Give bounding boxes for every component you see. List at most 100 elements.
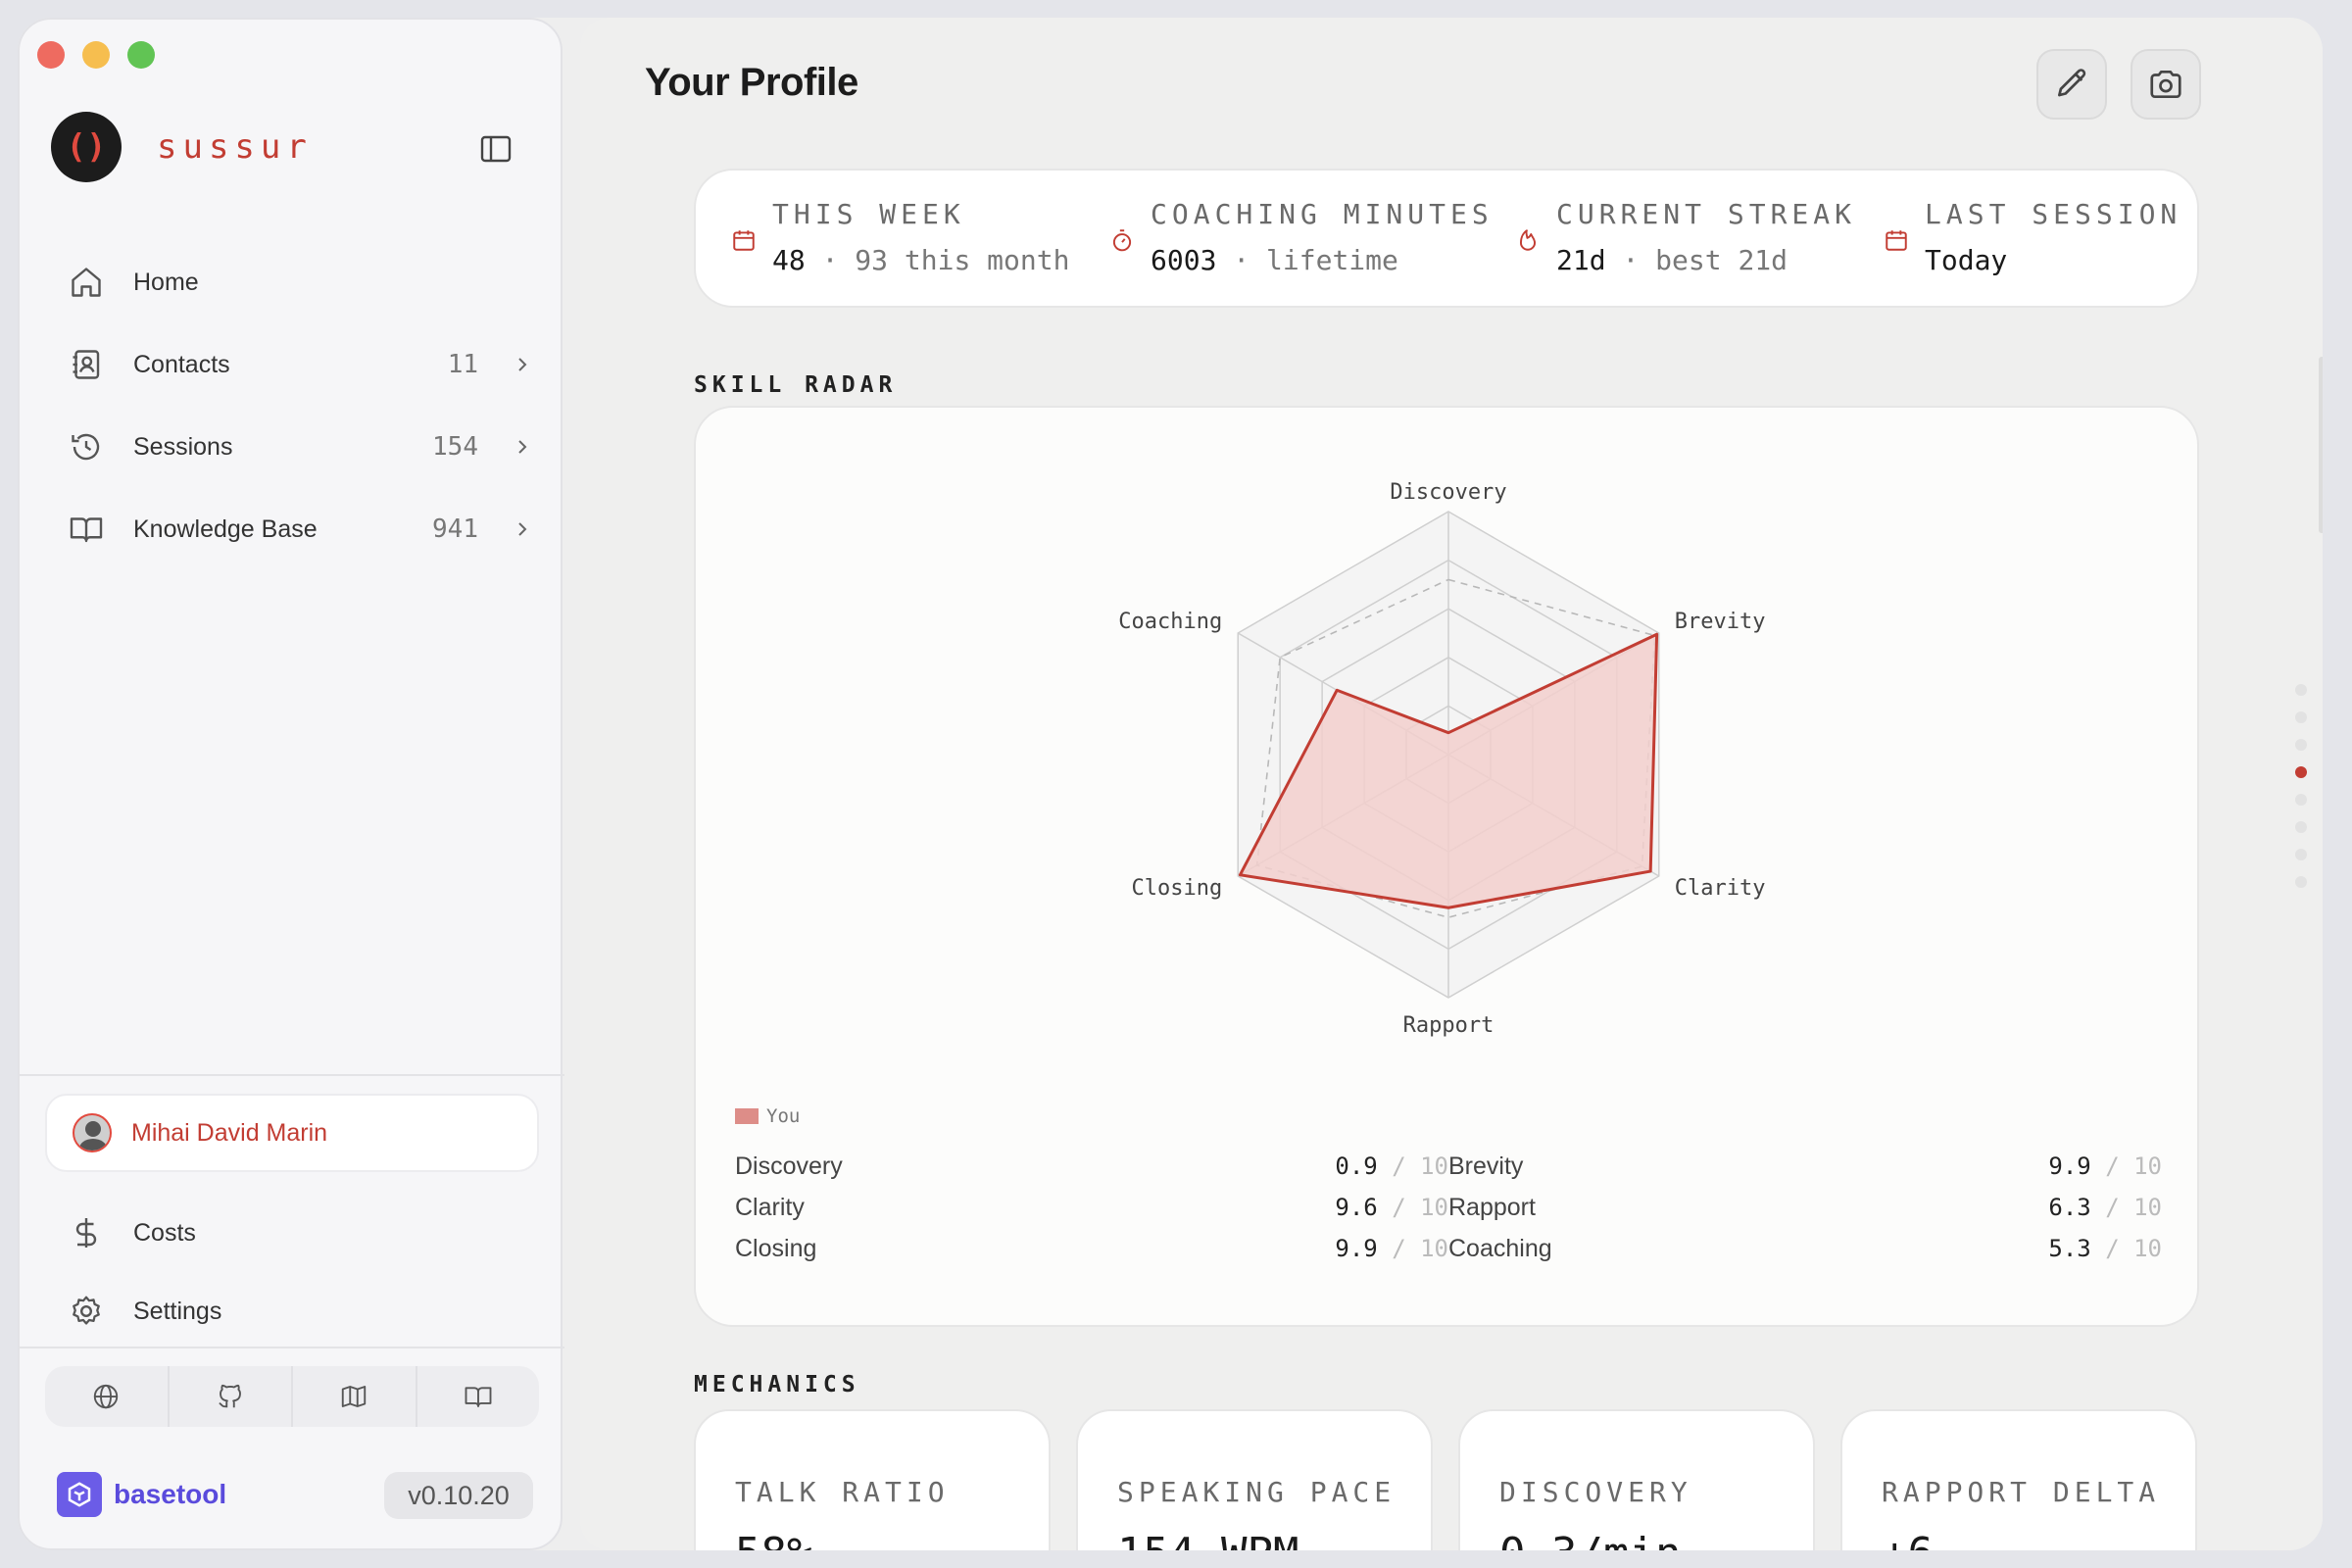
skill-value-denominator: / 10 [2105,1194,2162,1221]
section-dot[interactable] [2295,739,2307,751]
nav-item-knowledge-base[interactable]: Knowledge Base 941 [69,488,539,570]
mechanics-title: MECHANICS [694,1372,860,1397]
brand-name: sussur [157,127,313,167]
edit-profile-button[interactable] [2036,49,2107,120]
scrollbar-thumb[interactable] [2319,357,2323,533]
stat-label: CURRENT STREAK [1556,198,1857,230]
chevron-right-icon[interactable] [514,435,531,459]
chevron-right-icon[interactable] [514,353,531,376]
stat-last-session: LAST SESSION Today [1884,198,2181,276]
home-icon [72,268,101,297]
skill-value: 9.9 / 10 [2048,1152,2162,1180]
nav-item-count: 11 [447,350,478,379]
nav-item-sessions[interactable]: Sessions 154 [69,406,539,488]
page-title: Your Profile [645,61,858,104]
section-dot[interactable] [2295,684,2307,696]
mechanics-label: SPEAKING PACE [1117,1476,1396,1508]
skill-score-coaching: Coaching 5.3 / 10 [1448,1231,2162,1270]
score-row: Discovery 0.9 / 10 Brevity 9.9 / 10 [735,1149,2162,1188]
skill-value-denominator: / 10 [1392,1235,1448,1262]
website-button[interactable] [45,1366,170,1427]
main-content: Your Profile THIS WEEK [580,18,2323,1550]
nav-item-label: Knowledge Base [133,514,318,543]
skill-value: 9.6 / 10 [1335,1194,1448,1221]
app-window: () sussur Home [18,18,2323,1550]
legend-swatch [735,1108,759,1124]
brand-logo: () [51,112,122,182]
score-row: Closing 9.9 / 10 Coaching 5.3 / 10 [735,1231,2162,1270]
basetool-name: basetool [114,1479,227,1509]
radar-axis-label-rapport: Rapport [1403,1013,1494,1038]
costs-link[interactable]: Costs [69,1215,196,1250]
skill-value-denominator: / 10 [2105,1235,2162,1262]
skill-radar-chart: Discovery Brevity Clarity Rapport Closing Coa… [1118,480,1766,1038]
nav-item-count: 154 [432,432,478,462]
skill-score-closing: Closing 9.9 / 10 [735,1231,1448,1270]
settings-link[interactable]: Settings [69,1294,221,1329]
docs-button[interactable] [417,1366,540,1427]
stat-value: 6003 · lifetime [1151,244,1494,276]
skill-value: 6.3 / 10 [2048,1194,2162,1221]
stat-label: LAST SESSION [1925,198,2182,230]
stat-number: Today [1925,244,2008,276]
user-name: Mihai David Marin [131,1118,328,1147]
mechanics-card-discovery: DISCOVERY 0.3/min [1458,1409,1815,1550]
skill-score-rapport: Rapport 6.3 / 10 [1448,1190,2162,1229]
calendar-icon [733,230,755,251]
skill-name: Brevity [1448,1152,1524,1180]
sidebar-toggle-icon[interactable] [480,135,512,163]
mechanics-label: TALK RATIO [735,1476,950,1508]
close-window-button[interactable] [37,41,65,69]
skill-score-clarity: Clarity 9.6 / 10 [735,1190,1448,1229]
radar-axis-label-discovery: Discovery [1390,480,1506,505]
history-icon [72,433,100,461]
section-dot[interactable] [2295,849,2307,860]
section-dot[interactable] [2295,876,2307,888]
minimize-window-button[interactable] [82,41,110,69]
stat-sub: · 93 this month [821,244,1070,276]
costs-label: Costs [133,1218,196,1247]
skill-value-number: 9.6 [1335,1194,1393,1221]
skill-radar-card: Discovery Brevity Clarity Rapport Closing Coa… [694,406,2199,1327]
sidebar-divider [20,1347,564,1348]
mechanics-card-talk-ratio: TALK RATIO 58% [694,1409,1051,1550]
mechanics-card-speaking-pace: SPEAKING PACE 154 WPM [1076,1409,1433,1550]
timer-icon [1112,229,1132,252]
stat-coaching-minutes: COACHING MINUTES 6003 · lifetime [1109,198,1494,276]
radar-axis-label-closing: Closing [1132,876,1223,901]
github-button[interactable] [170,1366,293,1427]
section-dot[interactable] [2295,794,2307,806]
chevron-right-icon[interactable] [514,517,531,541]
skill-value: 0.9 / 10 [1335,1152,1448,1180]
sidebar-divider [20,1074,564,1076]
camera-icon [2150,70,2181,99]
stat-number: 21d [1556,244,1606,276]
nav-item-home[interactable]: Home [69,241,539,323]
skill-value: 5.3 / 10 [2048,1235,2162,1262]
section-dot[interactable] [2295,821,2307,833]
nav-item-label: Contacts [133,350,230,378]
skill-value: 9.9 / 10 [1335,1235,1448,1262]
pencil-icon [2057,69,2086,97]
skill-value-number: 9.9 [2048,1152,2106,1180]
radar-axis-label-clarity: Clarity [1675,876,1766,901]
skill-value-number: 6.3 [2048,1194,2106,1221]
contacts-icon [73,350,100,379]
roadmap-button[interactable] [293,1366,417,1427]
maximize-window-button[interactable] [127,41,155,69]
mechanics-label: DISCOVERY [1499,1476,1692,1508]
basetool-brand[interactable]: basetool [57,1472,226,1517]
user-profile-button[interactable]: Mihai David Marin [45,1094,539,1172]
screenshot-button[interactable] [2131,49,2201,120]
nav-item-contacts[interactable]: Contacts 11 [69,323,539,406]
skill-score-discovery: Discovery 0.9 / 10 [735,1149,1448,1188]
section-dot[interactable] [2295,711,2307,723]
stat-value: 48 · 93 this month [772,244,1069,276]
radar-legend: You [735,1105,800,1127]
stat-number: 48 [772,244,806,276]
skill-name: Closing [735,1235,817,1262]
stat-value: 21d · best 21d [1556,244,1856,276]
nav-item-label: Sessions [133,432,233,461]
stat-number: 6003 [1151,244,1217,276]
section-dot-active[interactable] [2295,766,2307,778]
